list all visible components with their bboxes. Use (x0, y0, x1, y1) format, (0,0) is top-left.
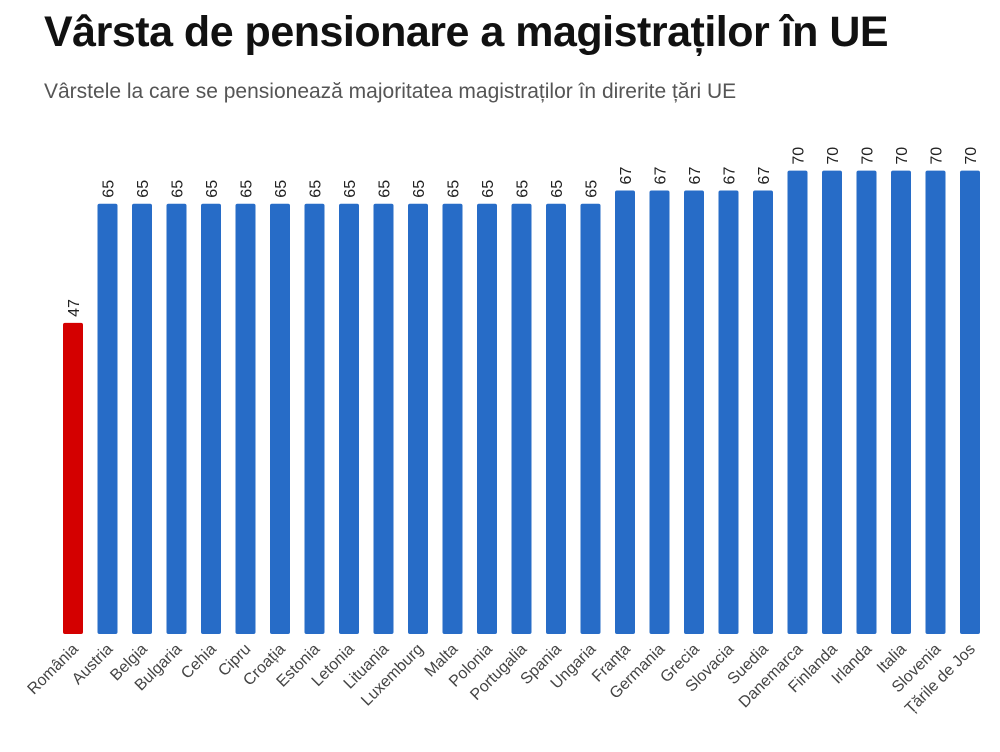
bar (373, 203, 394, 634)
bar (891, 170, 911, 634)
category-label: România (25, 641, 82, 698)
bar (511, 203, 532, 634)
data-label: 67 (618, 167, 635, 185)
bar (580, 203, 601, 634)
data-label: 70 (791, 147, 808, 165)
data-label: 67 (687, 167, 704, 185)
data-label: 70 (929, 147, 946, 165)
data-label: 65 (480, 180, 497, 198)
bar (684, 190, 704, 634)
data-label: 70 (894, 147, 911, 165)
bar (63, 322, 83, 634)
bar (649, 190, 670, 634)
data-label: 65 (204, 180, 221, 198)
data-label: 70 (825, 147, 842, 165)
data-label: 65 (170, 180, 187, 198)
chart-subtitle: Vârstele la care se pensionează majorita… (44, 80, 737, 103)
data-label: 65 (515, 180, 532, 198)
bar (615, 190, 635, 634)
data-label: 67 (722, 167, 739, 185)
data-label: 65 (342, 180, 359, 198)
bar (201, 203, 221, 634)
data-label: 47 (66, 299, 83, 317)
bar (408, 203, 428, 634)
bar (442, 203, 463, 634)
bar (339, 203, 359, 634)
bar (166, 203, 187, 634)
chart-title: Vârsta de pensionare a magistraților în … (44, 8, 889, 56)
bar (753, 190, 773, 634)
bar (235, 203, 256, 634)
data-label: 65 (239, 180, 256, 198)
category-label: Cehia (178, 641, 220, 683)
data-label: 65 (101, 180, 118, 198)
bar (856, 170, 877, 634)
bar (546, 203, 566, 634)
bar (477, 203, 497, 634)
bar (822, 170, 842, 634)
data-label: 65 (377, 180, 394, 198)
data-label: 67 (653, 167, 670, 185)
data-label: 65 (135, 180, 152, 198)
bar (787, 170, 808, 634)
data-label: 67 (756, 167, 773, 185)
bar (718, 190, 739, 634)
bar (925, 170, 946, 634)
data-label: 65 (446, 180, 463, 198)
data-label: 70 (963, 147, 980, 165)
data-label: 65 (273, 180, 290, 198)
bar (270, 203, 290, 634)
bar (132, 203, 152, 634)
bar (304, 203, 325, 634)
data-label: 65 (308, 180, 325, 198)
data-label: 65 (411, 180, 428, 198)
bar (960, 170, 980, 634)
data-label: 65 (584, 180, 601, 198)
bar (97, 203, 118, 634)
data-label: 65 (549, 180, 566, 198)
data-label: 70 (860, 147, 877, 165)
